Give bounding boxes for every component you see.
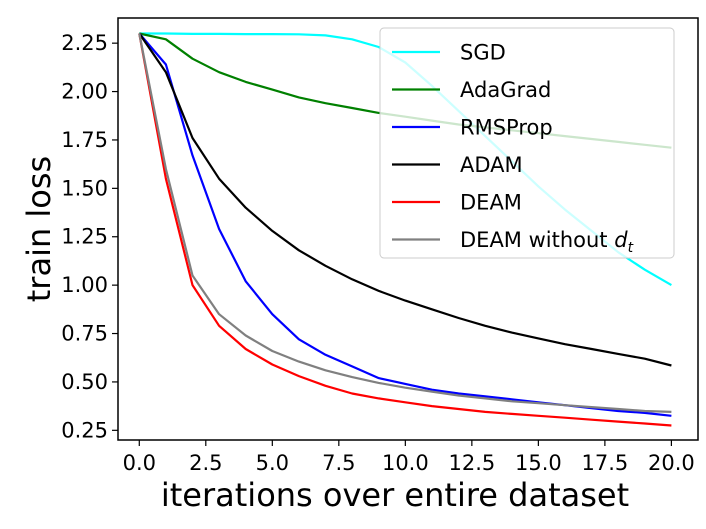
- legend-label-1: AdaGrad: [460, 78, 551, 102]
- series-line-4: [138, 33, 672, 427]
- x-tick-label: 12.5: [448, 451, 495, 475]
- series-line-3: [138, 32, 672, 367]
- series-line-5: [138, 33, 672, 413]
- x-axis-ticks: 0.0 2.5 5.0 7.5 10.0 12.5 15.0 17.5 20.0: [123, 440, 695, 475]
- x-tick-label: 15.0: [515, 451, 562, 475]
- y-tick-label: 0.25: [61, 418, 108, 442]
- y-tick-label: 0.50: [61, 370, 108, 394]
- y-tick-label: 1.75: [61, 128, 108, 152]
- y-tick-label: 2.00: [61, 80, 108, 104]
- y-axis-ticks: 0.25 0.50 0.75 1.00 1.25 1.50 1.75 2.00 2.25: [61, 31, 118, 442]
- x-tick-label: 0.0: [123, 451, 156, 475]
- plot-frame: [117, 17, 699, 441]
- legend-label-0: SGD: [460, 41, 506, 65]
- legend: SGD AdaGrad RMSProp ADAM DEAM DEAM without dt: [379, 27, 675, 259]
- x-tick-label: 20.0: [648, 451, 695, 475]
- legend-label-5: DEAM without dt: [460, 228, 634, 256]
- legend-label-3: ADAM: [460, 153, 523, 177]
- y-tick-label: 1.00: [61, 273, 108, 297]
- x-axis-label: iterations over entire dataset: [161, 476, 629, 514]
- x-tick-label: 2.5: [189, 451, 222, 475]
- y-tick-label: 1.25: [61, 225, 108, 249]
- y-tick-label: 1.50: [61, 176, 108, 200]
- y-tick-label: 2.25: [61, 31, 108, 55]
- y-tick-label: 0.75: [61, 322, 108, 346]
- legend-box: [379, 27, 675, 259]
- x-tick-label: 5.0: [256, 451, 289, 475]
- x-tick-label: 10.0: [382, 451, 429, 475]
- x-tick-label: 7.5: [322, 451, 355, 475]
- y-axis-label: train loss: [20, 156, 58, 302]
- legend-label-4: DEAM: [460, 191, 522, 215]
- legend-label-2: RMSProp: [460, 116, 553, 140]
- x-tick-label: 17.5: [581, 451, 628, 475]
